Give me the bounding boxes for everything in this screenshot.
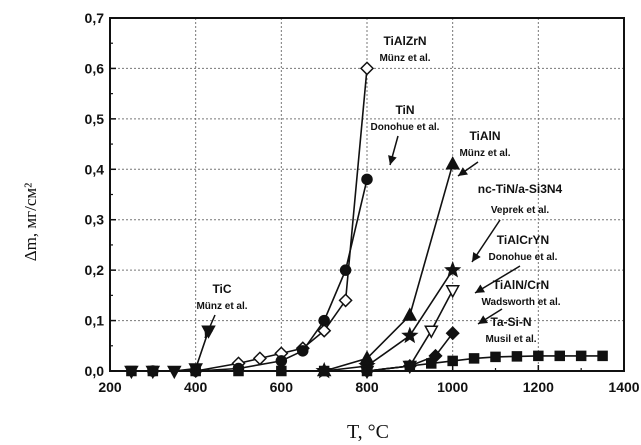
grid — [110, 18, 624, 371]
data-point — [402, 307, 418, 321]
annotation-tic: TiC Münz et al. — [196, 282, 248, 339]
data-point — [444, 260, 462, 278]
x-tick-label: 200 — [98, 379, 122, 395]
annotation-arrow-head — [388, 155, 397, 165]
data-point — [511, 351, 523, 362]
annotation-author: Münz et al. — [196, 301, 247, 312]
annotation-name: TiAlZrN — [383, 34, 426, 48]
annotation-author: Donohue et al. — [489, 252, 558, 263]
annotation-name: TiAlN/CrN — [493, 278, 549, 292]
annotation-arrow-head — [472, 252, 481, 262]
series-line — [324, 269, 454, 372]
data-point — [533, 350, 544, 362]
annotation-arrow-head — [475, 284, 485, 293]
data-point — [338, 293, 353, 308]
y-tick-label: 0,1 — [85, 313, 105, 329]
y-tick-label: 0,6 — [85, 60, 105, 76]
data-point — [445, 156, 460, 170]
annotation-name: Ta-Si-N — [490, 315, 531, 329]
y-tick-label: 0,7 — [85, 10, 105, 26]
annotation-tin: TiN Donohue et al. — [371, 103, 440, 166]
series-tialn — [316, 156, 460, 377]
data-point — [318, 314, 330, 327]
annotation-name: TiAlN — [469, 129, 500, 143]
y-tick-label: 0,4 — [85, 161, 105, 177]
y-tick-label: 0,0 — [85, 363, 105, 379]
data-point — [297, 345, 309, 357]
annotation-tialn-crn: TiAlN/CrN Wadsworth et al. — [477, 278, 561, 325]
x-axis-title: T, °C — [347, 421, 389, 443]
annotation-name: TiN — [395, 103, 414, 117]
x-tick-label: 400 — [184, 379, 208, 395]
annotation-tialcryn: TiAlCrYN Donohue et al. — [474, 233, 558, 294]
data-point — [597, 350, 608, 362]
x-tick-label: 1400 — [608, 379, 639, 395]
annotation-arrow-head — [204, 328, 213, 338]
x-tick-label: 1000 — [437, 379, 468, 395]
y-tick-label: 0,5 — [85, 111, 105, 127]
data-point — [554, 350, 565, 362]
annotation-author: Wadsworth et al. — [481, 297, 560, 308]
data-point — [490, 351, 501, 363]
y-tick-label: 0,3 — [85, 212, 105, 228]
annotation-author: Veprek et al. — [491, 205, 550, 216]
annotation-name: TiAlCrYN — [497, 233, 549, 247]
series-line — [152, 179, 368, 372]
annotation-ta-si-n: Ta-Si-N Musil et al. — [485, 315, 536, 345]
series-tin — [147, 173, 373, 377]
annotation-tialzrn: TiAlZrN Münz et al. — [379, 34, 430, 64]
tick-layer: 200 400 600 800 1000 1200 1400 0,0 0,1 0,2 0,3 0,4 0… — [85, 10, 640, 395]
data-point — [445, 285, 460, 299]
data-point — [426, 358, 437, 369]
annotation-name: TiC — [212, 282, 231, 296]
annotation-layer: TiC Münz et al. TiAlZrN Münz et al. TiN Donoh… — [196, 34, 562, 345]
data-point — [468, 353, 480, 364]
data-point — [359, 61, 375, 76]
data-point — [339, 264, 352, 276]
annotation-author: Donohue et al. — [371, 122, 440, 133]
annotation-name: nc-TiN/a-Si3N4 — [478, 182, 563, 196]
data-point — [252, 351, 267, 366]
series-line — [323, 163, 454, 372]
annotation-arrow-head — [478, 315, 488, 324]
annotation-arrow-head — [458, 167, 468, 176]
annotation-tialn: TiAlN Münz et al. — [457, 129, 511, 177]
annotation-author: Münz et al. — [379, 53, 430, 64]
x-tick-label: 600 — [270, 379, 294, 395]
data-point — [361, 173, 373, 186]
data-point — [317, 323, 332, 338]
annotation-nc-tin-a-si3n4: nc-TiN/a-Si3N4 Veprek et al. — [471, 182, 563, 263]
data-point — [275, 355, 288, 367]
x-tick-label: 800 — [355, 379, 379, 395]
annotation-author: Münz et al. — [459, 148, 510, 159]
data-point — [401, 326, 419, 344]
data-point — [447, 355, 458, 367]
data-point — [445, 326, 460, 341]
y-tick-label: 0,2 — [85, 262, 105, 278]
x-tick-label: 1200 — [523, 379, 554, 395]
data-point — [424, 325, 439, 339]
annotation-author: Musil et al. — [485, 334, 536, 345]
data-point — [575, 350, 587, 362]
y-axis-title: Δm, мг/см² — [21, 183, 40, 262]
